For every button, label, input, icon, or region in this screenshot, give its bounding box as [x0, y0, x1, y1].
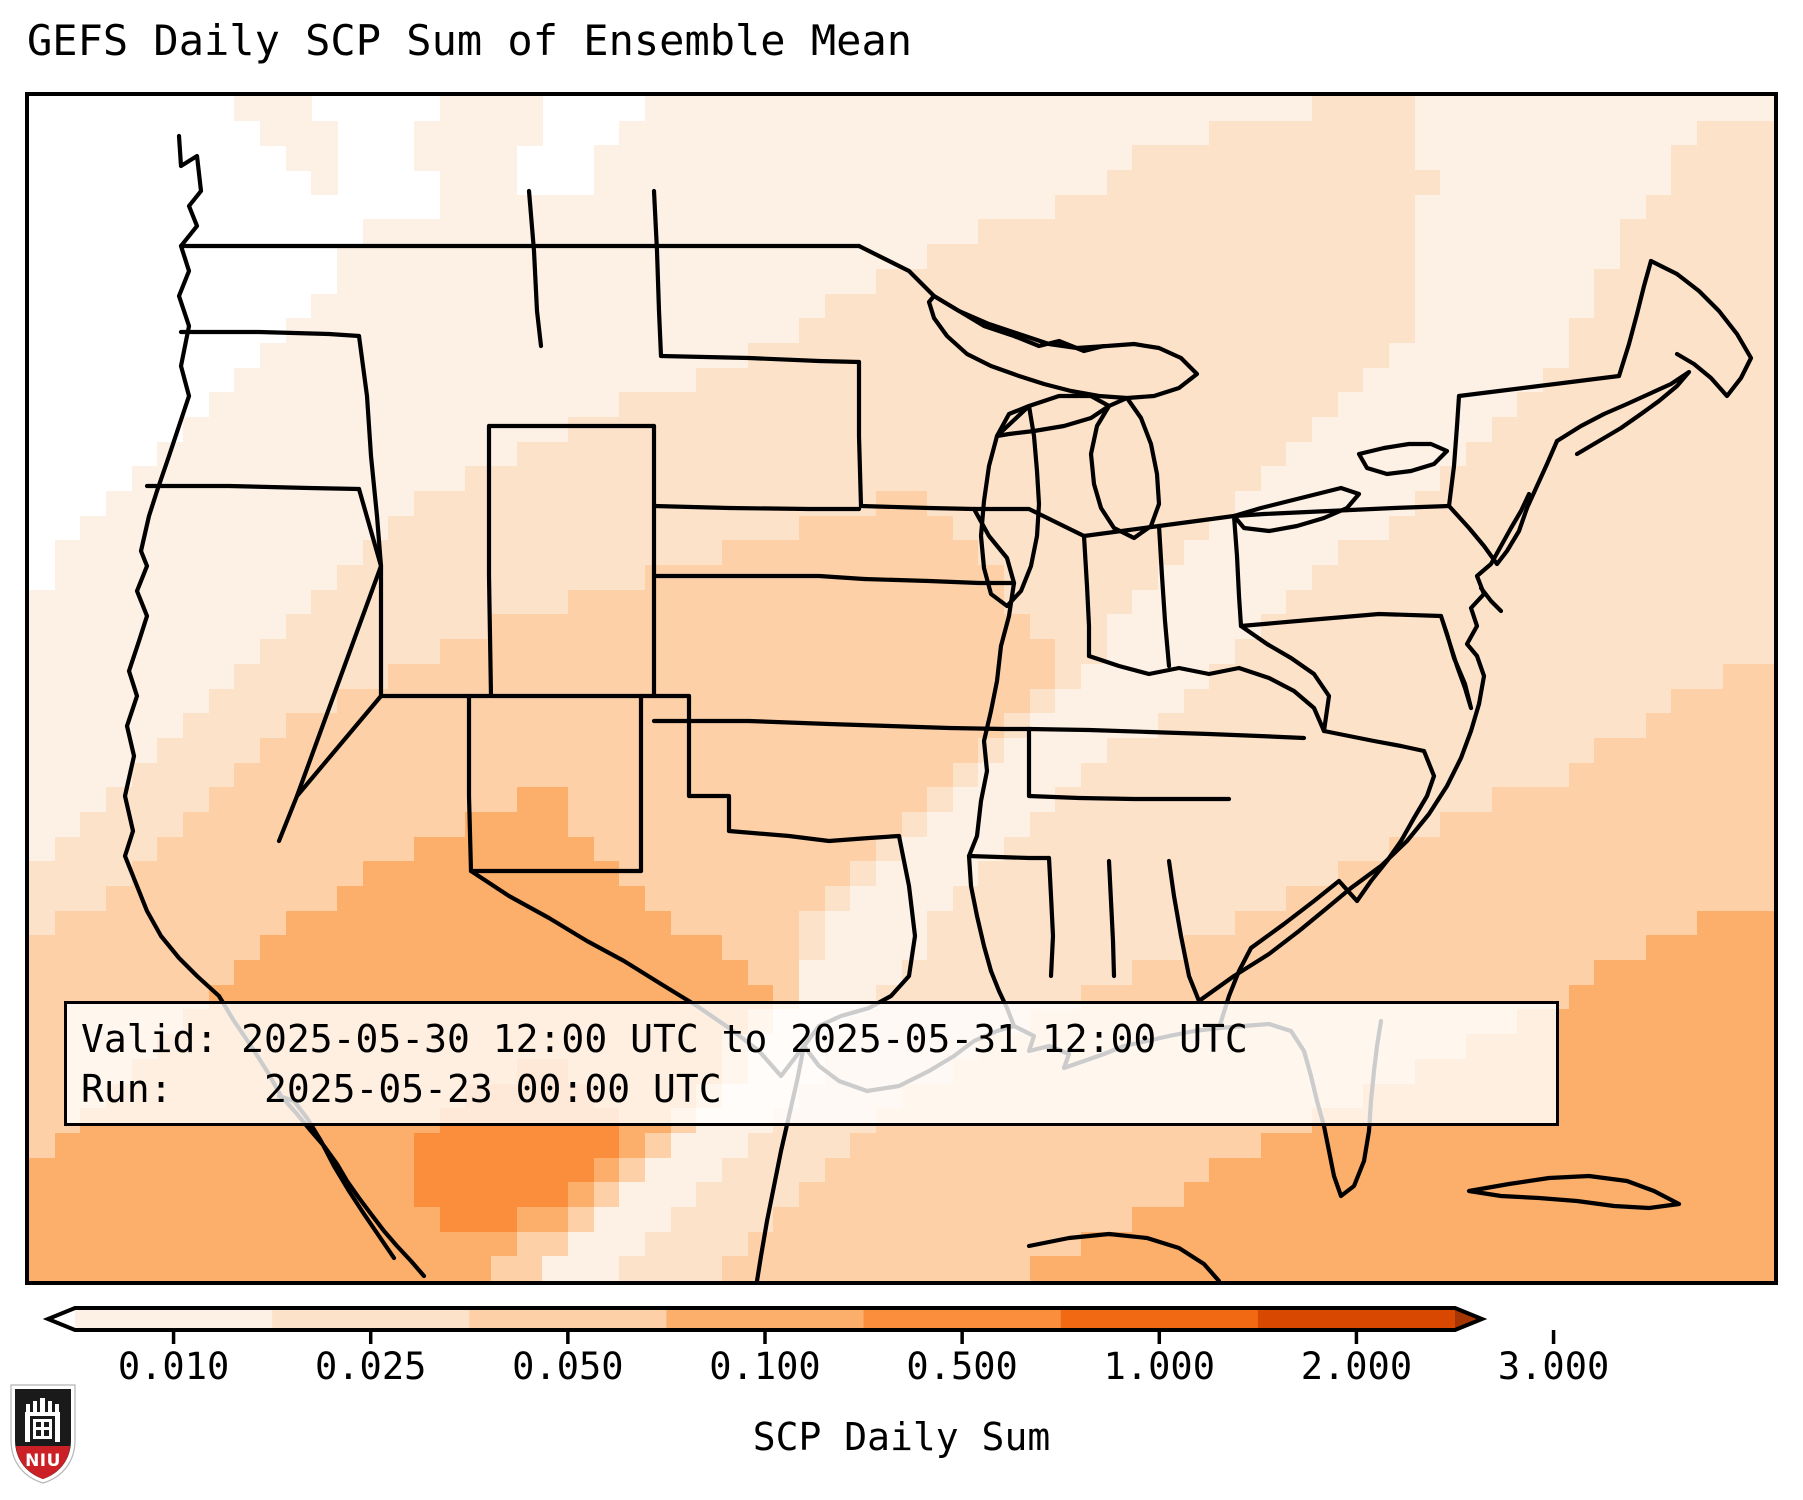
shield-red-banner	[16, 1446, 70, 1479]
chesapeake-bay	[1438, 613, 1474, 711]
delaware-bay	[1478, 585, 1504, 614]
colorbar	[0, 1290, 1803, 1350]
state-pa-md	[1238, 611, 1444, 629]
lake-huron	[1088, 395, 1162, 541]
colorbar-bands	[48, 1308, 1482, 1330]
state-pa-ny	[1261, 503, 1452, 517]
colorbar-axis-label: SCP Daily Sum	[752, 1415, 1051, 1459]
state-oh-pa	[1231, 513, 1244, 629]
state-ok-south	[726, 828, 902, 844]
state-ny-north	[1446, 393, 1462, 509]
cuba-coast	[1466, 1173, 1682, 1211]
state-sd-ne	[651, 503, 862, 512]
state-ks-ok	[651, 718, 892, 729]
border-canada-east	[856, 243, 1107, 354]
state-nc-va	[1321, 728, 1427, 754]
map-panel: Valid: 2025-05-30 12:00 UTC to 2025-05-3…	[25, 92, 1778, 1285]
niu-shield-logo: NIU	[10, 1384, 76, 1484]
colorbar-extend-high	[1455, 1308, 1482, 1330]
colorbar-band	[666, 1308, 865, 1330]
state-ne-border-n	[1456, 373, 1622, 399]
colorbar-band	[1257, 1308, 1456, 1330]
state-ga-sc	[1196, 885, 1354, 1004]
state-wa-or	[178, 329, 362, 339]
page-title: GEFS Daily SCP Sum of Ensemble Mean	[27, 16, 913, 65]
castle-tower-icon	[25, 1398, 60, 1442]
lake-superior	[926, 293, 1200, 401]
state-sc-nc-coast	[1336, 748, 1437, 904]
state-or-ca	[144, 483, 362, 492]
colorbar-tick-label: 0.025	[315, 1345, 427, 1388]
michigan-upper-peninsula	[994, 393, 1112, 439]
yucatan	[1026, 1231, 1222, 1281]
lake-ontario	[1356, 441, 1450, 477]
state-me-ny-border	[1616, 258, 1654, 379]
colorbar-band	[469, 1308, 667, 1330]
colorbar-tick-label: 1.000	[1103, 1345, 1215, 1388]
state-mt-nd	[651, 188, 664, 359]
state-mo-ar	[886, 723, 1032, 732]
colorbar-tick-labels: 0.010 0.025 0.050 0.100 0.500 1.000 2.000 3.000	[0, 1345, 1803, 1395]
coast-maine	[1648, 258, 1754, 399]
colorbar-extend-low	[48, 1308, 75, 1330]
state-va-wv	[1238, 623, 1332, 734]
state-la-ms	[1046, 855, 1056, 979]
state-ny-ne	[1524, 438, 1560, 511]
run-time-text: Run: 2025-05-23 00:00 UTC	[81, 1067, 722, 1111]
coast-baja-mexico	[278, 1093, 427, 1279]
state-ne-ks	[651, 573, 867, 582]
coast-atlantic-se	[1348, 701, 1482, 891]
state-ca-nv-diag	[276, 486, 384, 844]
colorbar-band	[272, 1308, 470, 1330]
state-mo-il-riv	[966, 580, 1017, 974]
state-az-nm	[466, 693, 474, 874]
colorbar-tick-label: 0.050	[512, 1345, 624, 1388]
colorbar-tick-label: 0.100	[709, 1345, 821, 1388]
valid-time-text: Valid: 2025-05-30 12:00 UTC to 2025-05-3…	[81, 1017, 1248, 1061]
state-ky-oh-riv	[1086, 653, 1327, 734]
colorbar-band	[75, 1308, 273, 1330]
state-in-oh	[1156, 523, 1172, 669]
state-nd-sd	[658, 353, 862, 365]
colorbar-tick-label: 3.000	[1497, 1345, 1610, 1388]
state-al-ga	[1166, 858, 1202, 1004]
colorbar-band	[863, 1308, 1062, 1330]
state-mn-ia-border	[856, 359, 864, 509]
lake-erie	[1231, 485, 1362, 534]
colorbar-tick-label: 0.500	[906, 1345, 1018, 1388]
colorbar-graphic	[42, 1306, 1556, 1344]
state-tn-ky	[1026, 726, 1307, 741]
niu-logo-text: NIU	[25, 1451, 61, 1471]
state-mt-wy-border	[526, 188, 544, 349]
state-ok-tx-panhandle	[686, 693, 732, 834]
lake-michigan	[978, 403, 1042, 609]
state-wy-co	[486, 423, 494, 699]
state-wi-il	[971, 506, 1087, 539]
state-ia-mo	[861, 576, 1017, 586]
map-viewport: Valid: 2025-05-30 12:00 UTC to 2025-05-3…	[29, 96, 1774, 1281]
forecast-info-box: Valid: 2025-05-30 12:00 UTC to 2025-05-3…	[64, 1001, 1559, 1126]
state-pa-nj	[1446, 503, 1530, 567]
colorbar-tick-label: 0.010	[117, 1345, 230, 1388]
colorbar-band	[1060, 1308, 1259, 1330]
state-nv-az	[294, 693, 384, 799]
state-il-in	[1081, 533, 1092, 659]
colorbar-tick-label: 2.000	[1300, 1345, 1413, 1388]
state-id-mt-wy	[356, 333, 384, 569]
state-tn-ms	[1026, 793, 1232, 802]
coast-ne-england	[1554, 369, 1692, 457]
coastline-pacific	[122, 133, 284, 1099]
state-nc-sc	[1248, 878, 1342, 951]
state-mn-ia	[858, 503, 977, 512]
state-ms-al	[1106, 858, 1117, 979]
colorbar-border	[42, 1306, 1488, 1332]
state-ar-la	[966, 853, 1052, 861]
colorbar-outline	[42, 1306, 1556, 1344]
